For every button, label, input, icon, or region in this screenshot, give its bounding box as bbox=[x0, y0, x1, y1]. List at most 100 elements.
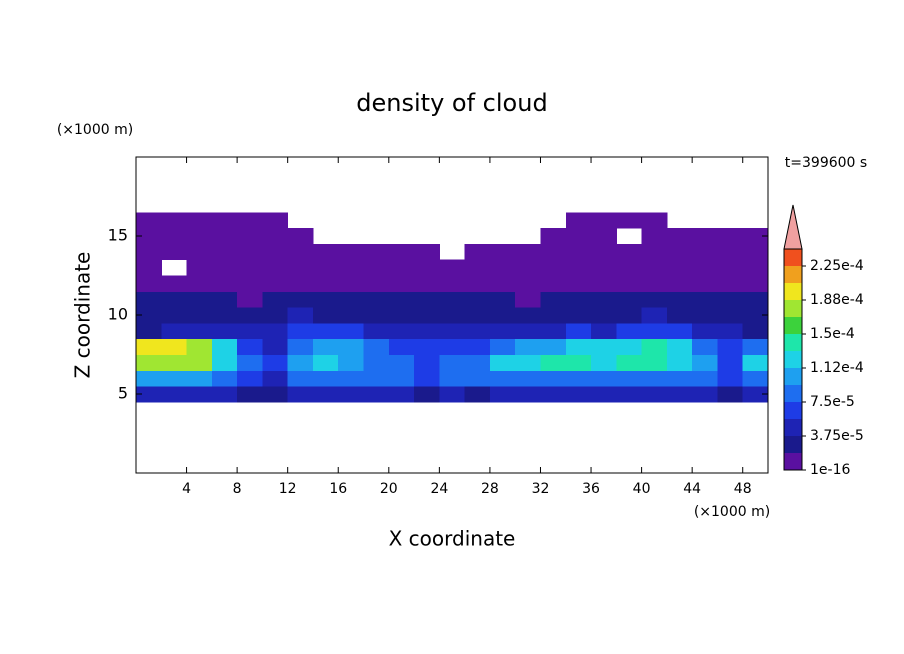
contour-cell bbox=[161, 338, 188, 355]
contour-cell bbox=[439, 275, 466, 292]
contour-cell bbox=[414, 386, 440, 403]
contour-cell bbox=[742, 307, 769, 324]
contour-cell bbox=[515, 291, 541, 308]
contour-cell bbox=[540, 386, 567, 403]
contour-cell bbox=[211, 370, 238, 387]
contour-cell bbox=[692, 228, 718, 245]
contour-cell bbox=[388, 259, 415, 276]
contour-cell bbox=[237, 228, 263, 245]
contour-cell bbox=[616, 275, 643, 292]
contour-cell bbox=[363, 275, 390, 292]
contour-cell bbox=[666, 338, 693, 355]
contour-cell bbox=[515, 386, 541, 403]
contour-cell bbox=[211, 386, 238, 403]
contour-cell bbox=[211, 307, 238, 324]
contour-cell bbox=[136, 212, 162, 229]
contour-cell bbox=[616, 243, 643, 261]
contour-cell bbox=[237, 354, 263, 371]
contour-cell bbox=[641, 291, 668, 308]
x-tick-label: 16 bbox=[329, 481, 347, 497]
contour-cell bbox=[287, 275, 314, 292]
contour-cell bbox=[540, 275, 567, 292]
contour-cell bbox=[186, 307, 213, 324]
contour-cell bbox=[742, 259, 769, 276]
colorbar-overflow bbox=[783, 204, 803, 250]
contour-cell bbox=[186, 228, 213, 245]
contour-cell bbox=[136, 307, 162, 324]
contour-cell bbox=[742, 386, 769, 403]
contour-cell bbox=[565, 307, 592, 324]
contour-cell bbox=[262, 354, 289, 371]
contour-cell bbox=[666, 322, 693, 340]
contour-cell bbox=[717, 291, 744, 308]
contour-cell bbox=[363, 386, 390, 403]
contour-cell bbox=[338, 386, 365, 403]
contour-cell bbox=[641, 259, 668, 276]
contour-cell bbox=[591, 228, 617, 245]
contour-cell bbox=[489, 322, 516, 340]
contour-cell bbox=[565, 370, 592, 387]
contour-cell bbox=[388, 291, 415, 308]
contour-cell bbox=[464, 322, 491, 340]
contour-cell bbox=[287, 307, 314, 324]
contour-cell bbox=[262, 275, 289, 292]
contour-cell bbox=[338, 259, 365, 276]
contour-cell bbox=[363, 354, 390, 371]
contour-cell bbox=[666, 243, 693, 261]
contour-cell bbox=[692, 386, 718, 403]
contour-cell bbox=[742, 228, 769, 245]
contour-cell bbox=[565, 275, 592, 292]
contour-cell bbox=[717, 322, 744, 340]
contour-cell bbox=[186, 291, 213, 308]
y-axis-label: Z coordinate bbox=[71, 252, 95, 379]
contour-cell bbox=[489, 291, 516, 308]
contour-cell bbox=[312, 354, 339, 371]
contour-cell bbox=[287, 338, 314, 355]
contour-cell bbox=[211, 322, 238, 340]
colorbar-tick-label: 1.5e-4 bbox=[810, 326, 855, 342]
contour-cell bbox=[287, 386, 314, 403]
contour-cell bbox=[616, 259, 643, 276]
contour-cell bbox=[742, 291, 769, 308]
contour-cell bbox=[515, 275, 541, 292]
contour-cell bbox=[717, 338, 744, 355]
contour-cell bbox=[312, 275, 339, 292]
contour-cell bbox=[540, 322, 567, 340]
contour-cell bbox=[565, 212, 592, 229]
contour-cell bbox=[186, 386, 213, 403]
contour-cell bbox=[717, 259, 744, 276]
contour-cell bbox=[692, 354, 718, 371]
contour-cell bbox=[161, 243, 188, 261]
contour-cell bbox=[666, 259, 693, 276]
colorbar-tick-label: 1.12e-4 bbox=[810, 360, 864, 376]
contour-cell bbox=[287, 322, 314, 340]
contour-cell bbox=[414, 275, 440, 292]
colorbar-band bbox=[784, 283, 802, 300]
contour-cell bbox=[414, 291, 440, 308]
contour-cell bbox=[464, 259, 491, 276]
contour-cell bbox=[262, 291, 289, 308]
contour-cell bbox=[717, 307, 744, 324]
contour-cell bbox=[464, 275, 491, 292]
contour-cell bbox=[641, 386, 668, 403]
x-tick-label: 4 bbox=[182, 481, 191, 497]
contour-cell bbox=[591, 259, 617, 276]
contour-cell bbox=[312, 291, 339, 308]
contour-cell bbox=[540, 291, 567, 308]
contour-cell bbox=[692, 243, 718, 261]
contour-cell bbox=[591, 370, 617, 387]
contour-cell bbox=[363, 338, 390, 355]
contour-cell bbox=[136, 275, 162, 292]
contour-cell bbox=[616, 386, 643, 403]
chart-title: density of cloud bbox=[356, 89, 547, 117]
contour-cell bbox=[666, 291, 693, 308]
contour-cell bbox=[641, 354, 668, 371]
contour-cell bbox=[591, 212, 617, 229]
contour-cell bbox=[616, 291, 643, 308]
contour-cell bbox=[666, 370, 693, 387]
contour-cell bbox=[717, 228, 744, 245]
contour-cell bbox=[591, 291, 617, 308]
x-tick-label: 44 bbox=[683, 481, 701, 497]
x-tick-label: 40 bbox=[633, 481, 651, 497]
